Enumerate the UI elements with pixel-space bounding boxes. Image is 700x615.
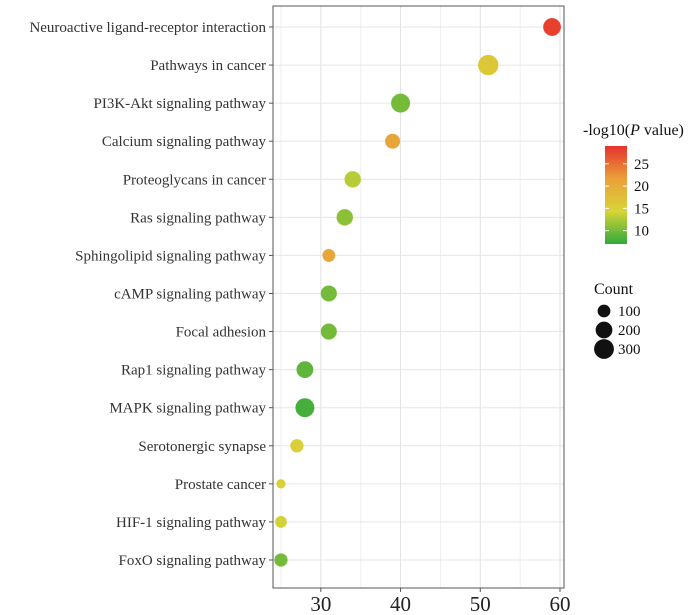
category-labels: Neuroactive ligand-receptor interaction P… bbox=[29, 20, 266, 569]
plot-panel-border bbox=[272, 5, 565, 589]
category-label: Ras signaling pathway bbox=[130, 210, 266, 226]
size-legend-dot bbox=[595, 321, 613, 339]
size-legend-label: 200 bbox=[618, 323, 641, 339]
category-label: Prostate cancer bbox=[175, 477, 266, 493]
category-label: HIF-1 signaling pathway bbox=[116, 515, 266, 531]
data-point bbox=[391, 93, 411, 113]
category-label: Pathways in cancer bbox=[150, 58, 266, 74]
data-point bbox=[296, 361, 314, 379]
data-point bbox=[344, 171, 361, 188]
colorbar-ticks: 25 20 15 10 bbox=[605, 157, 649, 240]
data-point bbox=[543, 18, 561, 36]
category-label: Serotonergic synapse bbox=[138, 439, 266, 455]
data-point bbox=[274, 553, 288, 567]
category-label: PI3K-Akt signaling pathway bbox=[94, 96, 267, 112]
category-label: Sphingolipid signaling pathway bbox=[75, 248, 266, 264]
category-label: cAMP signaling pathway bbox=[114, 286, 266, 302]
grid-lines bbox=[273, 6, 564, 588]
size-legend-dot bbox=[597, 304, 611, 318]
x-tick-label: 30 bbox=[310, 592, 331, 615]
color-legend: -log10(P value) 25 20 15 10 bbox=[583, 122, 684, 244]
data-point bbox=[336, 209, 353, 226]
data-point bbox=[322, 249, 336, 262]
category-label: Neuroactive ligand-receptor interaction bbox=[29, 20, 266, 36]
category-label: Rap1 signaling pathway bbox=[121, 363, 266, 379]
data-point bbox=[275, 516, 287, 528]
size-legend-label: 300 bbox=[618, 342, 641, 358]
size-legend-label: 100 bbox=[618, 304, 641, 320]
category-label: FoxO signaling pathway bbox=[119, 553, 267, 569]
colorbar-tick-label: 25 bbox=[634, 157, 649, 173]
x-tick-label: 60 bbox=[550, 592, 571, 615]
data-point bbox=[385, 133, 401, 149]
data-point bbox=[276, 479, 286, 489]
color-legend-title: -log10(P value) bbox=[583, 122, 684, 139]
colorbar-tick-label: 20 bbox=[634, 179, 649, 195]
data-point bbox=[290, 439, 304, 453]
colorbar-tick-label: 15 bbox=[634, 201, 649, 217]
category-label: MAPK signaling pathway bbox=[109, 401, 266, 417]
category-label: Calcium signaling pathway bbox=[102, 134, 267, 150]
category-label: Proteoglycans in cancer bbox=[123, 172, 266, 188]
x-tick-label: 50 bbox=[470, 592, 491, 615]
size-legend: Count 100 200 300 bbox=[594, 281, 641, 359]
data-point bbox=[320, 323, 337, 340]
colorbar bbox=[605, 146, 627, 244]
category-label: Focal adhesion bbox=[176, 325, 267, 341]
data-point bbox=[478, 54, 499, 76]
data-point bbox=[320, 285, 337, 302]
x-tick-label: 40 bbox=[390, 592, 411, 615]
size-legend-dot bbox=[594, 339, 614, 359]
data-points bbox=[274, 18, 561, 567]
colorbar-tick-label: 10 bbox=[634, 224, 649, 240]
size-legend-title: Count bbox=[594, 281, 634, 298]
x-axis-ticks: 30 40 50 60 bbox=[310, 588, 571, 615]
y-axis-ticks bbox=[269, 26, 273, 561]
data-point bbox=[295, 398, 315, 418]
